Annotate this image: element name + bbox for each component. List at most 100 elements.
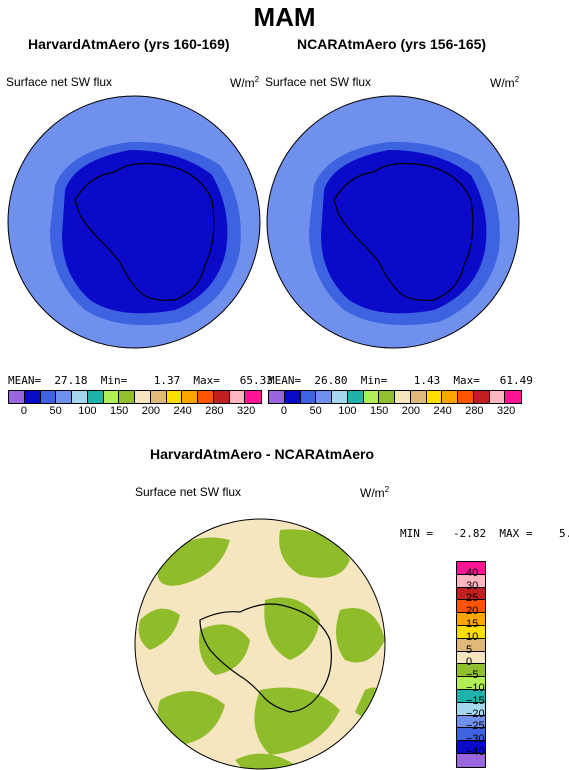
- colorbar-swatch: [457, 689, 485, 703]
- colorbar-swatch: [213, 391, 230, 403]
- colorbar-swatch: [87, 391, 104, 403]
- left-panel-title: HarvardAtmAero (yrs 160-169): [28, 36, 230, 52]
- colorbar-tick-label: 0: [466, 656, 473, 669]
- colorbar-swatch: [40, 391, 57, 403]
- colorbar-tick-label: −30: [466, 733, 485, 746]
- colorbar-swatch: [457, 715, 485, 729]
- colorbar-tick-label: −25: [466, 720, 485, 733]
- colorbar-tick-label: −10: [466, 682, 485, 694]
- colorbar-swatch: [457, 677, 485, 690]
- left-colorbar-ticks: 0 50 100 150 200 240 280 320: [8, 405, 262, 419]
- right-map-border: [266, 95, 520, 349]
- colorbar-tick-label: 0: [20, 405, 27, 417]
- diff-units-label: W/m2: [360, 485, 390, 500]
- colorbar-swatch: [9, 391, 25, 403]
- diff-patch: [157, 691, 225, 745]
- colorbar-swatch: [442, 391, 458, 403]
- colorbar-swatch: [182, 391, 198, 403]
- colorbar-swatch: [135, 391, 151, 403]
- colorbar-swatch: [103, 391, 120, 403]
- right-antarctica-fill: [321, 150, 487, 314]
- colorbar-tick-label: −15: [466, 694, 485, 707]
- colorbar-swatch: [363, 391, 380, 403]
- diff-map-border: [134, 518, 386, 770]
- colorbar-swatch: [56, 391, 72, 403]
- left-polar-map: [8, 96, 260, 348]
- colorbar-swatch: [457, 587, 485, 601]
- colorbar-swatch: [245, 391, 261, 403]
- colorbar-tick-label: 20: [466, 605, 479, 618]
- diff-patch: [254, 687, 340, 755]
- right-units-label: W/m2: [490, 75, 520, 90]
- right-colorbar-ticks: 0 50 100 150 200 240 280 320: [268, 405, 522, 419]
- colorbar-tick-label: 50: [49, 405, 62, 417]
- right-stats: MEAN= 26.80 Min= 1.43 Max= 61.49: [268, 374, 533, 387]
- diff-coastline: [199, 603, 332, 713]
- colorbar-tick-label: 280: [205, 405, 224, 417]
- left-antarctica-fill: [62, 150, 228, 314]
- colorbar-tick-label: 200: [141, 405, 161, 417]
- left-variable-label: Surface net SW flux: [6, 75, 113, 89]
- colorbar-tick-label: 5: [466, 643, 473, 656]
- diff-patch: [336, 608, 385, 663]
- colorbar-swatch: [410, 391, 427, 403]
- colorbar-swatch: [24, 391, 41, 403]
- left-stats: MEAN= 27.18 Min= 1.37 Max= 65.33: [8, 374, 273, 387]
- colorbar-tick-label: 280: [465, 405, 484, 417]
- main-title: MAM: [253, 2, 316, 32]
- colorbar-tick-label: −20: [466, 707, 485, 720]
- colorbar-tick-label: 200: [401, 405, 421, 417]
- right-variable-label: Surface net SW flux: [265, 75, 372, 89]
- colorbar-swatch: [489, 391, 506, 403]
- colorbar-tick-label: −5: [466, 669, 479, 682]
- colorbar-swatch: [457, 728, 485, 742]
- colorbar-tick-label: 0: [280, 405, 287, 417]
- colorbar-tick-label: 320: [236, 405, 256, 417]
- left-map-border: [7, 95, 261, 349]
- colorbar-tick-label: 15: [466, 618, 479, 630]
- colorbar-swatch: [457, 753, 485, 767]
- colorbar-swatch: [379, 391, 395, 403]
- colorbar-tick-label: 320: [496, 405, 516, 417]
- diff-stats: MIN = -2.82 MAX = 5.08: [400, 527, 569, 540]
- colorbar-swatch: [347, 391, 364, 403]
- colorbar-swatch: [166, 391, 183, 403]
- colorbar-swatch: [150, 391, 167, 403]
- colorbar-swatch: [229, 391, 246, 403]
- colorbar-swatch: [457, 638, 485, 652]
- left-units-label: W/m2: [230, 75, 260, 90]
- colorbar-tick-label: 100: [338, 405, 357, 417]
- colorbar-swatch: [284, 391, 301, 403]
- colorbar-swatch: [426, 391, 443, 403]
- colorbar-swatch: [458, 391, 474, 403]
- colorbar-tick-label: 25: [466, 592, 479, 605]
- left-coastline: [74, 162, 215, 301]
- colorbar-swatch: [457, 664, 485, 678]
- colorbar-tick-label: 50: [309, 405, 322, 417]
- colorbar-tick-label: 150: [369, 405, 389, 417]
- diff-panel-title: HarvardAtmAero - NCARAtmAero: [150, 446, 375, 462]
- diff-polar-map: [135, 519, 385, 769]
- colorbar-tick-label: 30: [466, 579, 479, 592]
- colorbar-swatch: [198, 391, 214, 403]
- colorbar-swatch: [395, 391, 411, 403]
- colorbar-swatch: [119, 391, 135, 403]
- colorbar-swatch: [300, 391, 317, 403]
- right-panel-title: NCARAtmAero (yrs 156-165): [297, 36, 487, 52]
- colorbar-tick-label: 40: [466, 566, 479, 579]
- diff-patch: [138, 608, 180, 650]
- diff-patch: [264, 597, 320, 660]
- colorbar-tick-label: 240: [173, 405, 192, 417]
- colorbar-tick-label: 240: [433, 405, 452, 417]
- colorbar-swatch: [457, 741, 485, 754]
- colorbar-tick-label: −40: [466, 746, 485, 758]
- colorbar-swatch: [457, 613, 485, 626]
- colorbar-swatch: [269, 391, 285, 403]
- left-colorbar: [8, 390, 262, 404]
- diff-patch: [199, 624, 250, 675]
- colorbar-swatch: [316, 391, 332, 403]
- colorbar-swatch: [505, 391, 521, 403]
- colorbar-swatch: [457, 574, 485, 588]
- colorbar-swatch: [457, 600, 485, 614]
